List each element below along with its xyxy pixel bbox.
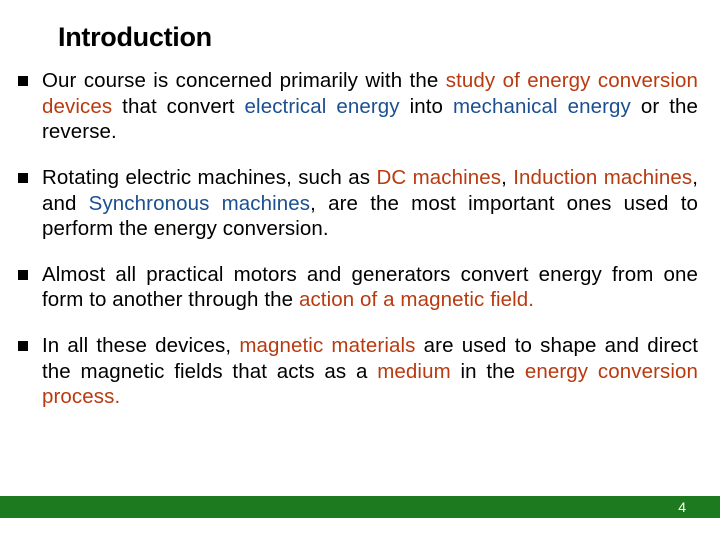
bullet-item: In all these devices, magnetic materials… bbox=[18, 333, 698, 410]
bullet-marker-icon bbox=[18, 270, 28, 280]
bullet-text: Our course is concerned primarily with t… bbox=[42, 68, 698, 145]
slide-content: Our course is concerned primarily with t… bbox=[18, 68, 698, 430]
bullet-marker-icon bbox=[18, 173, 28, 183]
bullet-marker-icon bbox=[18, 341, 28, 351]
bullet-item: Almost all practical motors and generato… bbox=[18, 262, 698, 313]
bullet-text: Almost all practical motors and generato… bbox=[42, 262, 698, 313]
bullet-text: Rotating electric machines, such as DC m… bbox=[42, 165, 698, 242]
slide-title: Introduction bbox=[58, 22, 212, 53]
footer-bar bbox=[0, 496, 720, 518]
slide: Introduction Our course is concerned pri… bbox=[0, 0, 720, 540]
bullet-text: In all these devices, magnetic materials… bbox=[42, 333, 698, 410]
bullet-item: Our course is concerned primarily with t… bbox=[18, 68, 698, 145]
page-number: 4 bbox=[678, 496, 686, 518]
bullet-item: Rotating electric machines, such as DC m… bbox=[18, 165, 698, 242]
bullet-marker-icon bbox=[18, 76, 28, 86]
